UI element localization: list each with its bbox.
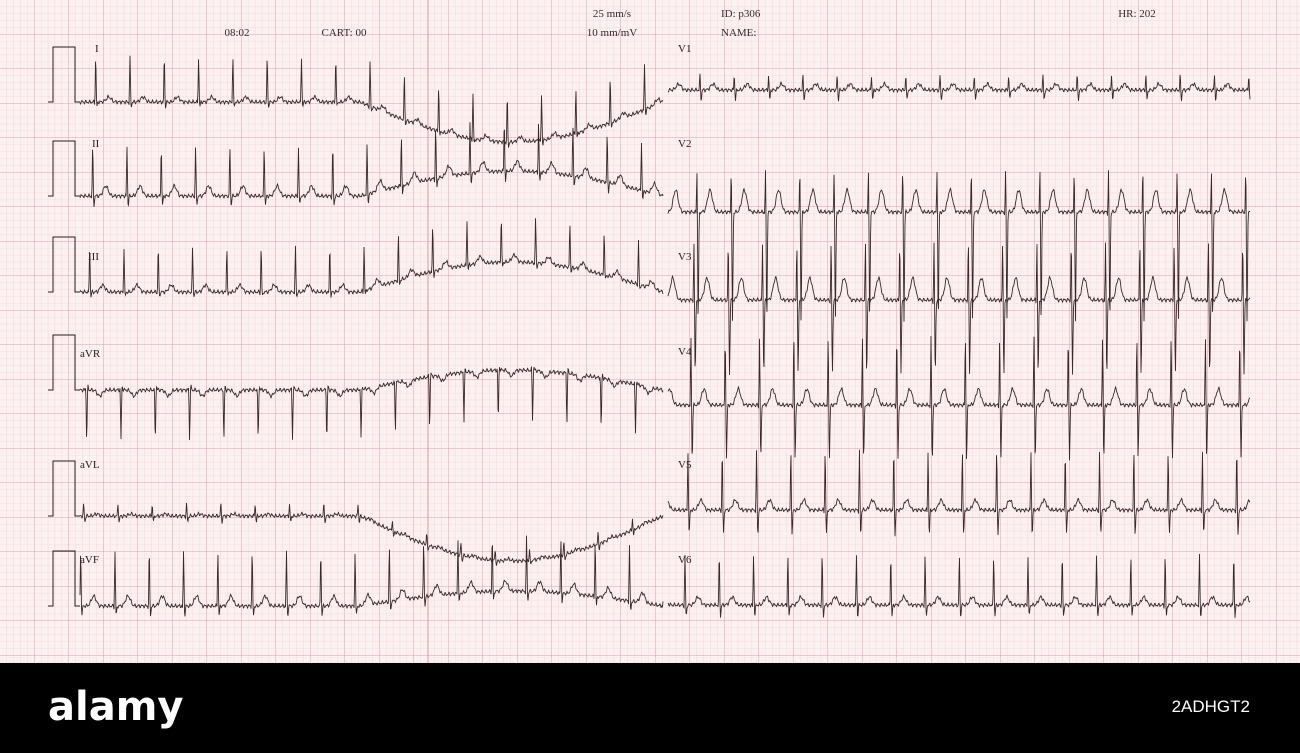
lead-label: I <box>95 43 99 55</box>
calibration-pulse <box>48 140 80 197</box>
cart: CART: 00 <box>322 27 367 39</box>
calibration-pulse <box>48 236 80 293</box>
lead-label: aVR <box>80 348 101 360</box>
gain: 10 mm/mV <box>587 27 637 39</box>
grid <box>0 0 1300 663</box>
lead-label: V2 <box>678 138 691 150</box>
ecg-trace <box>667 335 1251 461</box>
ecg-trace <box>79 218 664 298</box>
ecg-trace <box>667 170 1251 322</box>
ecg-trace <box>667 73 1251 102</box>
calibration-pulse <box>48 46 80 103</box>
logo: alamy <box>48 684 183 730</box>
image-code: 2ADHGT2 <box>1172 697 1250 716</box>
lead-label: V3 <box>678 251 692 263</box>
heart-rate: HR: 202 <box>1118 8 1156 20</box>
lead-label: V5 <box>678 459 692 471</box>
patient-id: ID: p306 <box>721 8 761 20</box>
lead-label: aVF <box>80 554 99 566</box>
lead-label: aVL <box>80 459 100 471</box>
lead-label: II <box>92 138 100 150</box>
ecg-trace <box>79 535 664 617</box>
time: 08:02 <box>224 27 249 39</box>
calibration-pulse <box>48 550 80 607</box>
ecg-trace <box>79 55 664 148</box>
ecg-trace <box>667 553 1251 618</box>
ecg-trace <box>79 366 664 441</box>
lead-label: V4 <box>678 346 692 358</box>
ecg-trace <box>79 122 664 207</box>
watermark-band <box>0 663 1300 753</box>
calibration-pulse <box>48 334 80 391</box>
speed: 25 mm/s <box>593 8 631 20</box>
ecg-trace <box>667 449 1251 537</box>
lead-label: III <box>88 251 99 263</box>
ecg-trace <box>79 502 664 566</box>
patient-name: NAME: <box>721 27 756 39</box>
ecg-trace <box>667 242 1251 376</box>
lead-label: V1 <box>678 43 691 55</box>
calibration-pulse <box>48 460 80 517</box>
